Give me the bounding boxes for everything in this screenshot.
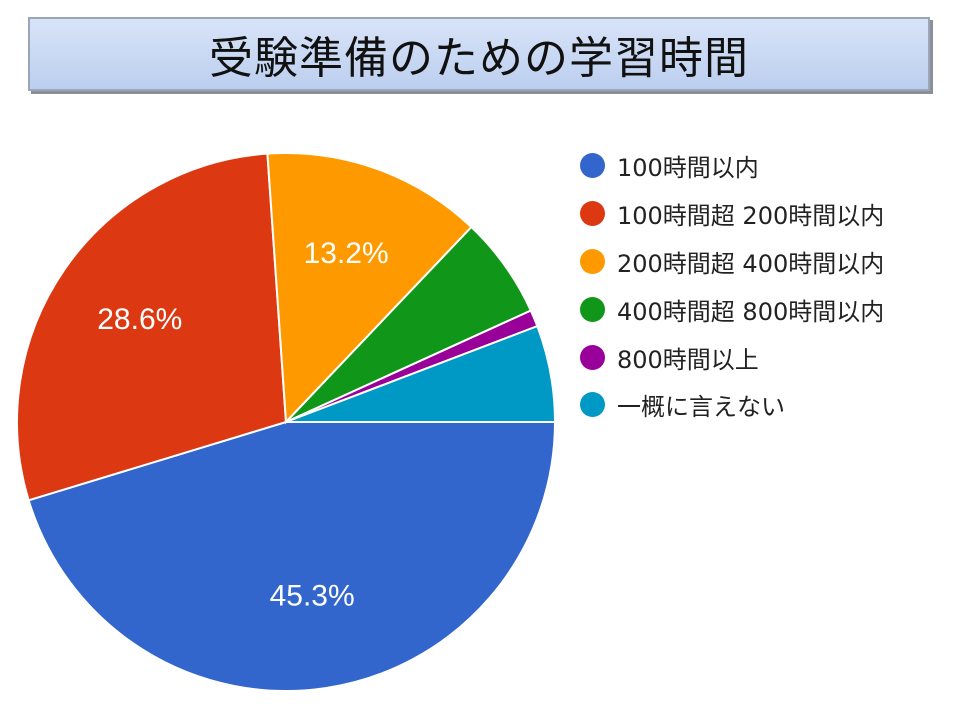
legend-item-5: 800時間以上 [580, 333, 884, 381]
legend-label: 200時間超 400時間以内 [617, 249, 885, 278]
legend-dot-icon [580, 392, 605, 418]
legend-item-1: 100時間以内 [580, 142, 884, 190]
pie-slice-1 [27, 421, 557, 692]
chart-title: 受験準備のための学習時間 [209, 33, 749, 84]
legend-dot-icon [580, 344, 605, 370]
slice-data-label-2: 28.6% [97, 303, 182, 336]
legend: 100時間以内 100時間超 200時間以内 200時間超 400時間以内 400時間… [580, 142, 884, 429]
title-banner: 受験準備のための学習時間 [28, 17, 930, 91]
legend-item-2: 100時間超 200時間以内 [580, 190, 884, 238]
legend-item-4: 400時間超 800時間以内 [580, 285, 884, 333]
legend-item-6: 一概に言えない [580, 381, 884, 429]
legend-item-3: 200時間超 400時間以内 [580, 238, 884, 286]
legend-label: 400時間超 800時間以内 [617, 297, 885, 326]
legend-dot-icon [580, 153, 605, 179]
legend-dot-icon [580, 296, 605, 322]
legend-label: 100時間超 200時間以内 [617, 202, 885, 231]
legend-dot-icon [580, 201, 605, 227]
legend-label: 一概に言えない [617, 393, 785, 422]
legend-label: 100時間以内 [617, 154, 759, 183]
pie-slice-6 [285, 324, 557, 423]
slice-data-label-3: 13.2% [304, 237, 389, 270]
slice-data-label-1: 45.3% [270, 580, 355, 613]
legend-dot-icon [580, 248, 605, 274]
legend-label: 800時間以上 [617, 345, 759, 374]
pie-slice-3 [266, 152, 473, 425]
pie-slice-2 [16, 152, 288, 502]
